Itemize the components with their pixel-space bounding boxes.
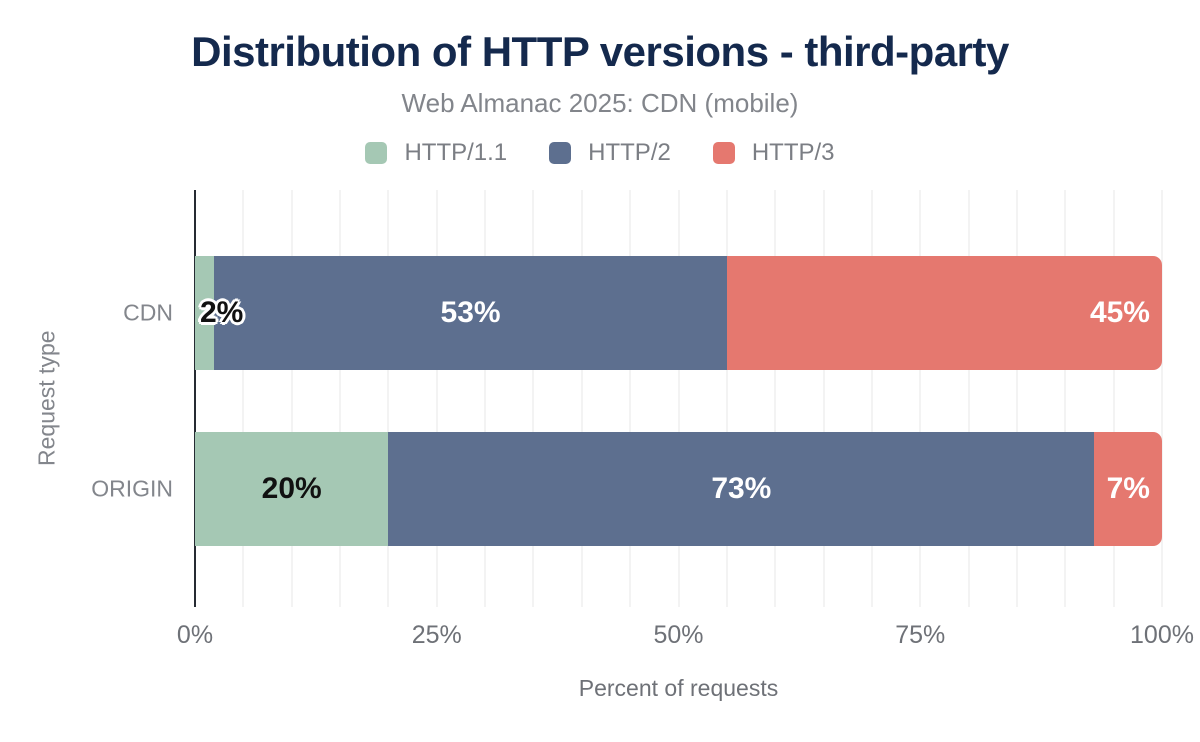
legend-label: HTTP/1.1 <box>404 139 508 166</box>
gridline <box>532 190 535 607</box>
gridline <box>290 190 293 607</box>
bar-segment-origin-http-2: 73% <box>388 432 1095 546</box>
bar-segment-cdn-http-1-1: 2% <box>195 256 243 370</box>
category-label-cdn: CDN <box>123 299 173 326</box>
bar-value-label: 45% <box>1089 296 1150 329</box>
gridline <box>339 190 342 607</box>
gridline <box>1015 190 1018 607</box>
x-tick-label-50: 50% <box>653 621 704 649</box>
gridline <box>725 190 728 607</box>
gridline <box>822 190 825 607</box>
legend-item-http-2: HTTP/2 <box>549 139 671 167</box>
bar-value-label: 73% <box>711 472 772 505</box>
legend: HTTP/1.1 HTTP/2 HTTP/3 <box>0 139 1200 167</box>
legend-item-http-1-1: HTTP/1.1 <box>365 139 507 167</box>
legend-swatch-http-1-1-icon <box>365 142 388 164</box>
bar-value-label: 2% <box>200 296 244 329</box>
bar-row-origin: 20% 73% 7% <box>195 432 1162 546</box>
x-tick-label-0: 0% <box>176 621 214 649</box>
bar-segment-cdn-http-2: 53% <box>214 256 727 370</box>
bar-segment-cdn-http-3: 45% <box>726 256 1162 370</box>
bar-segment-origin-http-1-1: 20% <box>195 432 389 546</box>
bar-value-label: 7% <box>1106 472 1150 505</box>
gridline <box>1161 190 1163 607</box>
gridline <box>919 190 922 607</box>
gridline <box>629 190 632 607</box>
bar-value-label: 53% <box>440 296 501 329</box>
bar-value-label: 20% <box>261 472 322 505</box>
gridline <box>870 190 873 607</box>
gridline <box>1064 190 1067 607</box>
gridline <box>435 190 438 607</box>
plot-area: Request type 2% 53% 45% 20% 73% 7% CDN ORIGIN … <box>34 190 1194 701</box>
gridline <box>677 190 680 607</box>
gridline <box>387 190 390 607</box>
y-axis-title: Request type <box>33 330 60 467</box>
x-tick-label-25: 25% <box>411 621 462 649</box>
gridline <box>484 190 487 607</box>
x-axis-title: Percent of requests <box>578 675 779 701</box>
gridline <box>774 190 777 607</box>
bar-segment-origin-http-3: 7% <box>1094 432 1162 546</box>
x-tick-label-100: 100% <box>1130 621 1194 649</box>
category-label-origin: ORIGIN <box>91 475 173 502</box>
legend-item-http-3: HTTP/3 <box>712 139 835 167</box>
chart-title: Distribution of HTTP versions - third-pa… <box>191 28 1009 75</box>
gridline <box>967 190 970 607</box>
legend-swatch-http-3-icon <box>712 142 735 164</box>
legend-label: HTTP/3 <box>751 139 835 166</box>
legend-label: HTTP/2 <box>588 139 671 166</box>
y-axis-line <box>194 190 196 607</box>
gridline <box>580 190 583 607</box>
legend-swatch-http-2-icon <box>549 142 572 164</box>
gridline <box>1112 190 1115 607</box>
x-tick-label-75: 75% <box>895 621 946 649</box>
chart-subtitle: Web Almanac 2025: CDN (mobile) <box>401 88 799 118</box>
gridline <box>242 190 245 607</box>
bar-row-cdn: 2% 53% 45% <box>195 256 1162 370</box>
